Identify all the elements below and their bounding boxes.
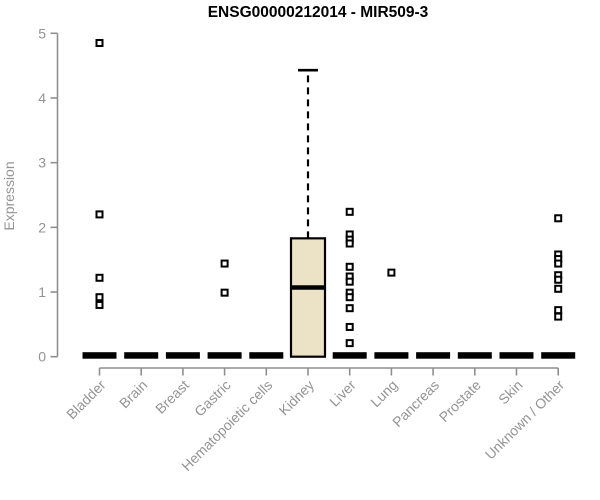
x-category-label: Bladder [63,377,109,423]
outlier-point [345,262,354,271]
y-tick-label: 2 [38,219,46,235]
x-category-label: Kidney [276,377,318,419]
collapsed-box-10 [499,352,534,359]
outlier-point [345,293,354,302]
outlier-point [554,284,563,293]
outlier-point [554,259,563,268]
y-tick-label: 0 [38,349,46,365]
outlier-point [345,207,354,216]
x-category-label: Brain [116,377,150,411]
chart-title: ENSG00000212014 - MIR509-3 [208,4,429,21]
collapsed-box-3 [207,352,242,359]
outlier-point [95,210,104,219]
outlier-point [95,273,104,282]
outlier-point [554,312,563,321]
y-tick-label: 3 [38,155,46,171]
x-category-label: Unknown / Other [482,377,568,463]
outlier-point [554,275,563,284]
x-category-label: Skin [495,377,526,408]
outlier-point [554,214,563,223]
outlier-point [95,300,104,309]
outlier-point [345,277,354,286]
outlier-point [345,304,354,313]
x-category-label: Lung [367,377,400,410]
outlier-point [345,239,354,248]
outlier-point [345,339,354,348]
x-category-label: Liver [326,377,359,410]
outlier-point [95,39,104,48]
box-body [289,237,327,358]
outlier-point [554,306,563,315]
x-category-label: Breast [152,377,192,417]
y-axis-title: Expression [1,161,17,230]
collapsed-box-11 [541,352,576,359]
collapsed-box-8 [416,352,451,359]
outlier-point [220,288,229,297]
collapsed-box-9 [457,352,492,359]
collapsed-box-0 [82,352,117,359]
x-category-label: Prostate [436,377,484,425]
y-tick-label: 1 [38,284,46,300]
outlier-point [95,293,104,302]
collapsed-box-1 [124,352,159,359]
box-marks-group [82,39,576,359]
collapsed-box-6 [332,352,367,359]
y-tick-label: 5 [38,25,46,41]
outlier-point [387,268,396,277]
y-tick-label: 4 [38,90,46,106]
collapsed-box-2 [165,352,200,359]
collapsed-box-7 [374,352,409,359]
outlier-point [345,322,354,331]
outlier-point [220,259,229,268]
collapsed-box-4 [249,352,284,359]
